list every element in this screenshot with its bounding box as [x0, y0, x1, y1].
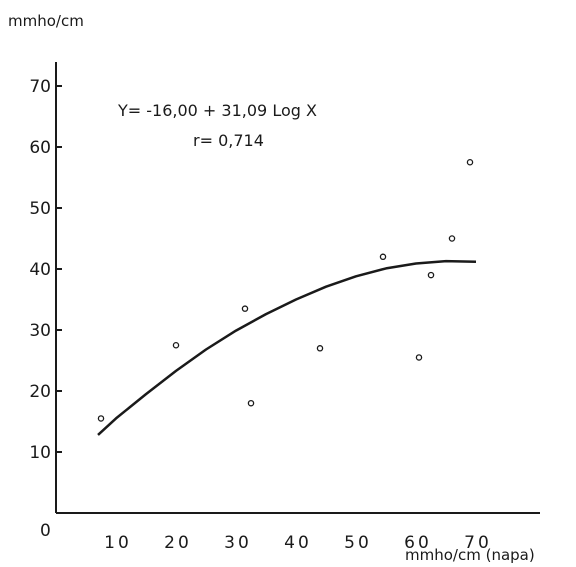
regression-equation: Y= -16,00 + 31,09 Log X [117, 101, 317, 120]
data-point [448, 235, 456, 242]
data-point [466, 158, 474, 166]
y-tick-label: 20 [29, 382, 51, 402]
data-point [427, 271, 435, 279]
y-tick-label: 70 [29, 77, 51, 97]
x-tick-label: 60 [404, 533, 432, 553]
origin-label: 0 [40, 521, 54, 541]
correlation-coefficient: r= 0,714 [193, 131, 264, 150]
x-axis-unit-label: mmho/cm (napa) [405, 546, 535, 564]
y-tick-label: 60 [29, 138, 51, 158]
x-tick-label: 20 [164, 533, 192, 553]
y-tick-label: 30 [29, 321, 51, 341]
axis-ticks: 10 20 30 40 50 60 70 10 20 30 40 50 60 70 [29, 77, 492, 553]
x-tick-label: 40 [284, 533, 312, 553]
data-point [415, 354, 423, 361]
y-axis-unit-label: mmho/cm [8, 12, 84, 30]
y-tick-label: 50 [29, 199, 51, 219]
data-point [241, 305, 249, 312]
x-tick-label: 50 [344, 533, 372, 553]
regression-curve [97, 259, 477, 436]
y-tick-label: 40 [29, 260, 51, 280]
data-point [97, 415, 105, 422]
y-tick-label: 10 [29, 443, 51, 463]
data-point [172, 341, 180, 349]
fit-curve-group [97, 259, 477, 436]
data-point [316, 345, 324, 352]
x-tick-label: 30 [224, 533, 252, 553]
data-points [97, 158, 474, 422]
x-tick-label: 70 [464, 533, 492, 553]
data-point [247, 399, 255, 407]
x-tick-label: 10 [104, 533, 132, 553]
data-point [379, 253, 387, 261]
